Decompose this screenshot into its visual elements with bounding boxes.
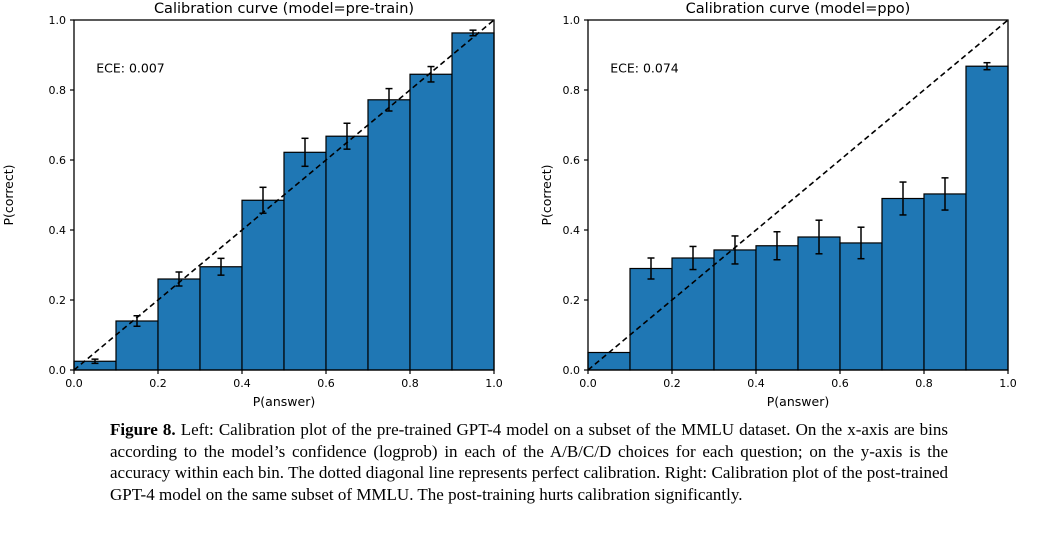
bar-bin-3 — [713, 249, 757, 371]
bar-bin-6 — [839, 242, 883, 371]
bar-bin-3 — [199, 266, 243, 371]
bar-bin-2 — [157, 278, 201, 371]
x-tick-label: 0.0 — [65, 377, 83, 390]
x-tick-label: 0.2 — [149, 377, 167, 390]
x-tick-label: 0.0 — [579, 377, 597, 390]
chart-title: Calibration curve (model=ppo) — [686, 1, 911, 17]
plot-frame — [587, 19, 1009, 371]
calibration-chart-pretrain: 0.0 0.2 0.4 0.6 0.8 1.0 0.0 0.2 0.4 0.6 0.8 1.0 Cali… — [1, 1, 503, 409]
ece-annotation: ECE: 0.007 — [96, 61, 165, 76]
y-tick-label: 0.6 — [49, 154, 67, 167]
x-tick-label: 0.6 — [317, 377, 335, 390]
x-tick-label: 0.4 — [233, 377, 251, 390]
bar-bin-1 — [115, 320, 159, 371]
bar-bin-8 — [923, 193, 967, 371]
charts-row: 0.0 0.2 0.4 0.6 0.8 1.0 0.0 0.2 0.4 0.6 0.8 1.0 Cali… — [1, 1, 1017, 409]
bar-bin-6 — [325, 135, 369, 371]
y-axis-label: P(correct) — [1, 164, 16, 225]
x-tick-label: 1.0 — [485, 377, 503, 390]
x-axis-label: P(answer) — [253, 394, 315, 409]
bar-bin-5 — [797, 236, 841, 371]
y-axis-label: P(correct) — [539, 164, 554, 225]
caption-label: Figure 8. — [110, 420, 176, 439]
bar-bin-0 — [587, 351, 631, 371]
y-tick-label: 0.8 — [563, 84, 581, 97]
y-tick-label: 0.8 — [49, 84, 67, 97]
x-tick-label: 0.6 — [831, 377, 849, 390]
x-tick-label: 0.4 — [747, 377, 765, 390]
bar-bin-1 — [629, 267, 673, 371]
bar-bin-8 — [409, 73, 453, 371]
x-tick-label: 0.8 — [401, 377, 419, 390]
y-tick-label: 0.4 — [49, 224, 67, 237]
x-tick-label: 0.2 — [663, 377, 681, 390]
y-tick-label: 0.0 — [563, 364, 581, 377]
bar-bin-9 — [451, 32, 495, 371]
calibration-chart-ppo: 0.0 0.2 0.4 0.6 0.8 1.0 0.0 0.2 0.4 0.6 0.8 1.0 Cali… — [539, 1, 1017, 409]
caption-body: Left: Calibration plot of the pre-traine… — [110, 420, 948, 504]
plot-frame — [73, 19, 495, 371]
x-tick-label: 0.8 — [915, 377, 933, 390]
bar-bin-2 — [671, 257, 715, 371]
x-tick-label: 1.0 — [999, 377, 1017, 390]
figure-caption: Figure 8. Left: Calibration plot of the … — [110, 419, 948, 505]
y-tick-label: 1.0 — [563, 14, 581, 27]
bar-bin-7 — [881, 197, 925, 371]
chart-title: Calibration curve (model=pre-train) — [154, 1, 414, 17]
bar-bin-7 — [367, 99, 411, 371]
y-tick-label: 0.2 — [563, 294, 581, 307]
bar-bin-9 — [965, 65, 1009, 371]
perfect-calibration-line — [587, 19, 1009, 371]
bar-bin-5 — [283, 151, 327, 371]
y-tick-label: 0.4 — [563, 224, 581, 237]
x-axis-label: P(answer) — [767, 394, 829, 409]
y-tick-label: 0.6 — [563, 154, 581, 167]
perfect-calibration-line — [73, 19, 495, 371]
y-tick-label: 0.0 — [49, 364, 67, 377]
y-tick-label: 0.2 — [49, 294, 67, 307]
ece-annotation: ECE: 0.074 — [610, 61, 679, 76]
bar-bin-4 — [755, 245, 799, 371]
y-tick-label: 1.0 — [49, 14, 67, 27]
